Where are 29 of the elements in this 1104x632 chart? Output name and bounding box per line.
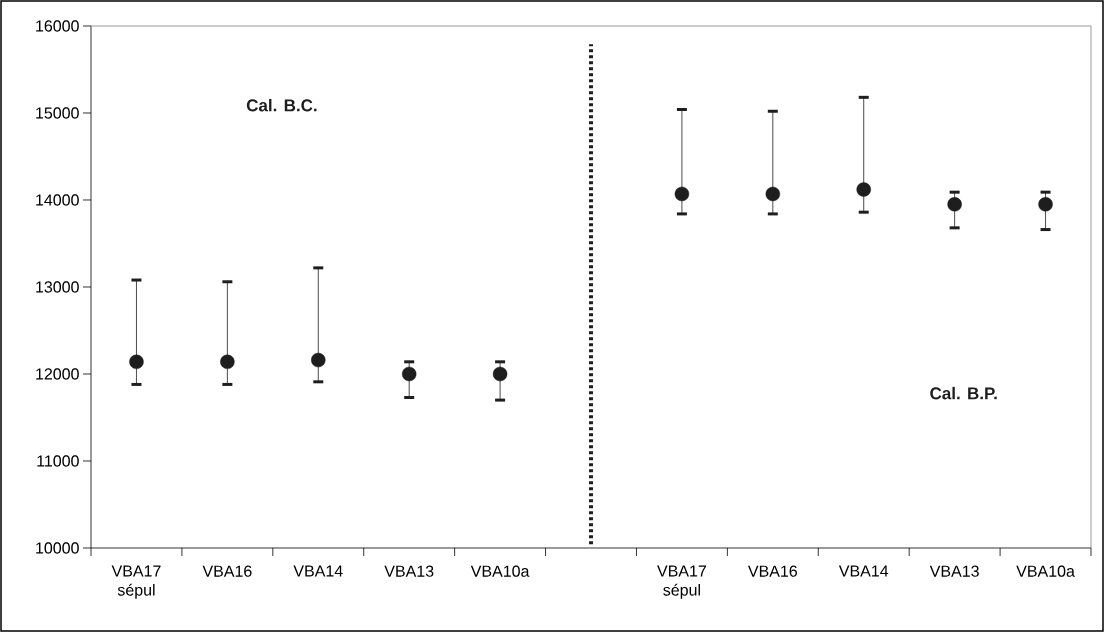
point bbox=[1038, 197, 1053, 212]
x-tick-label: VBA16 bbox=[747, 565, 798, 577]
point bbox=[311, 352, 326, 368]
point bbox=[856, 182, 871, 197]
y-tick-label: 15000 bbox=[36, 107, 79, 119]
point bbox=[492, 366, 508, 382]
point bbox=[674, 186, 690, 202]
point bbox=[220, 354, 235, 370]
point bbox=[947, 197, 962, 212]
y-tick-label: 11000 bbox=[37, 455, 79, 467]
y-tick-label: 12000 bbox=[36, 368, 79, 380]
y-tick-label: 13000 bbox=[36, 281, 79, 293]
point bbox=[765, 186, 781, 202]
x-tick-label: VBA17 sépul bbox=[111, 565, 161, 599]
point bbox=[129, 354, 144, 370]
annotation: Cal. B.P. bbox=[930, 386, 997, 400]
y-tick-label: 14000 bbox=[36, 194, 79, 206]
x-tick-label: VBA16 bbox=[202, 565, 252, 577]
y-tick-label: 16000 bbox=[36, 20, 79, 32]
x-tick-label: VBA17 sépul bbox=[657, 565, 707, 599]
x-tick-label: VBA14 bbox=[293, 565, 343, 577]
x-tick-label: VBA10a bbox=[470, 565, 530, 577]
x-tick-label: VBA14 bbox=[838, 565, 889, 577]
x-tick-label: VBA10a bbox=[1016, 565, 1075, 577]
annotation: Cal. B.C. bbox=[246, 98, 317, 112]
y-tick-label: 10000 bbox=[36, 542, 79, 554]
x-tick-label: VBA13 bbox=[384, 565, 434, 577]
point bbox=[401, 366, 417, 382]
x-tick-label: VBA13 bbox=[929, 565, 979, 577]
